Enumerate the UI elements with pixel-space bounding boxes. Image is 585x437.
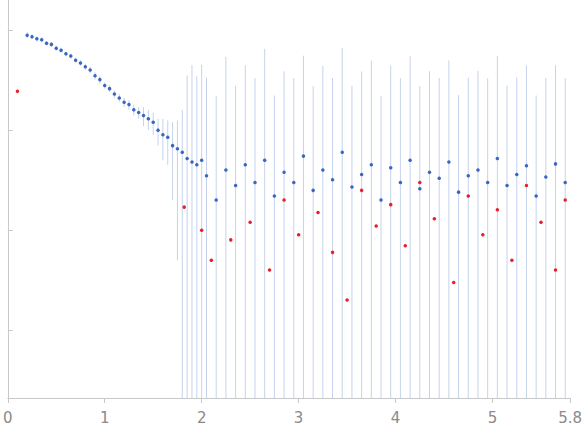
svg-text:5: 5 <box>488 409 498 427</box>
svg-text:0: 0 <box>3 409 13 427</box>
svg-text:1: 1 <box>100 409 110 427</box>
svg-text:5.8: 5.8 <box>558 409 582 427</box>
svg-text:2: 2 <box>197 409 207 427</box>
svg-text:4: 4 <box>391 409 401 427</box>
svg-text:3: 3 <box>294 409 304 427</box>
